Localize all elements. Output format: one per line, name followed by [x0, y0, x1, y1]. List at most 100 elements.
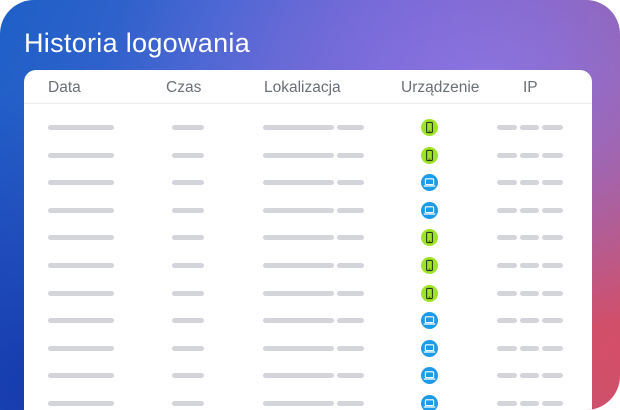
laptop-icon — [421, 339, 438, 357]
page-title: Historia logowania — [24, 28, 251, 58]
column-header-location[interactable]: Lokalizacja — [264, 79, 341, 96]
column-header-device[interactable]: Urządzenie — [401, 79, 480, 96]
mobile-icon — [421, 257, 438, 274]
location-placeholder — [263, 207, 334, 213]
ip-placeholder — [542, 207, 563, 213]
time-placeholder — [172, 152, 204, 158]
ip-placeholder — [542, 290, 563, 296]
time-placeholder — [172, 125, 204, 130]
location-placeholder — [263, 180, 334, 186]
time-placeholder — [172, 373, 204, 379]
location-placeholder — [263, 401, 334, 406]
date-placeholder — [48, 152, 114, 158]
location-placeholder — [337, 263, 364, 268]
ip-placeholder — [520, 180, 539, 186]
ip-placeholder — [497, 125, 517, 130]
ip-placeholder — [520, 318, 539, 324]
ip-placeholder — [497, 345, 517, 351]
ip-placeholder — [497, 152, 517, 158]
table-row[interactable] — [24, 279, 592, 306]
location-placeholder — [337, 290, 364, 296]
ip-placeholder — [542, 125, 563, 130]
location-placeholder — [263, 290, 334, 296]
ip-placeholder — [542, 152, 563, 158]
table-row[interactable] — [24, 306, 592, 333]
date-placeholder — [48, 207, 114, 213]
location-placeholder — [337, 235, 364, 241]
location-placeholder — [337, 318, 364, 324]
ip-placeholder — [497, 235, 517, 241]
date-placeholder — [48, 401, 114, 406]
table-row[interactable] — [24, 251, 592, 278]
location-placeholder — [337, 152, 364, 158]
mobile-icon — [421, 146, 438, 164]
table-row[interactable] — [24, 141, 592, 168]
ip-placeholder — [497, 290, 517, 296]
location-placeholder — [337, 345, 364, 351]
location-placeholder — [263, 318, 334, 324]
ip-placeholder — [520, 290, 539, 296]
date-placeholder — [48, 345, 114, 351]
time-placeholder — [172, 235, 204, 241]
ip-placeholder — [497, 263, 517, 268]
column-header-ip[interactable]: IP — [523, 79, 538, 96]
table-row[interactable] — [24, 389, 592, 410]
ip-placeholder — [520, 235, 539, 241]
laptop-icon — [421, 367, 438, 385]
ip-placeholder — [542, 345, 563, 351]
ip-placeholder — [497, 373, 517, 379]
ip-placeholder — [520, 345, 539, 351]
ip-placeholder — [520, 263, 539, 268]
location-placeholder — [337, 207, 364, 213]
location-placeholder — [337, 125, 364, 130]
ip-placeholder — [497, 318, 517, 324]
table-row[interactable] — [24, 113, 592, 140]
table-row[interactable] — [24, 223, 592, 250]
ip-placeholder — [497, 401, 517, 406]
ip-placeholder — [542, 263, 563, 268]
ip-placeholder — [542, 235, 563, 241]
location-placeholder — [337, 180, 364, 186]
column-header-time[interactable]: Czas — [166, 79, 202, 96]
time-placeholder — [172, 401, 204, 406]
mobile-icon — [421, 119, 438, 136]
ip-placeholder — [542, 180, 563, 186]
ip-placeholder — [542, 373, 563, 379]
ip-placeholder — [520, 125, 539, 130]
table-header: Data Czas Lokalizacja Urządzenie IP — [24, 70, 592, 104]
date-placeholder — [48, 235, 114, 241]
mobile-icon — [421, 229, 438, 247]
ip-placeholder — [497, 207, 517, 213]
date-placeholder — [48, 125, 114, 130]
date-placeholder — [48, 373, 114, 379]
date-placeholder — [48, 318, 114, 324]
location-placeholder — [337, 401, 364, 406]
ip-placeholder — [542, 401, 563, 406]
location-placeholder — [337, 373, 364, 379]
date-placeholder — [48, 180, 114, 186]
ip-placeholder — [520, 401, 539, 406]
laptop-icon — [421, 174, 438, 192]
date-placeholder — [48, 263, 114, 268]
table-row[interactable] — [24, 334, 592, 361]
column-header-date[interactable]: Data — [48, 79, 81, 96]
ip-placeholder — [497, 180, 517, 186]
table-row[interactable] — [24, 168, 592, 195]
location-placeholder — [263, 235, 334, 241]
time-placeholder — [172, 207, 204, 213]
table-row[interactable] — [24, 196, 592, 223]
login-history-table: Data Czas Lokalizacja Urządzenie IP — [24, 70, 592, 410]
time-placeholder — [172, 180, 204, 186]
location-placeholder — [263, 345, 334, 351]
table-row[interactable] — [24, 361, 592, 388]
time-placeholder — [172, 318, 204, 324]
laptop-icon — [421, 312, 438, 330]
location-placeholder — [263, 152, 334, 158]
ip-placeholder — [520, 373, 539, 379]
location-placeholder — [263, 125, 334, 130]
time-placeholder — [172, 263, 204, 268]
mobile-icon — [421, 284, 438, 302]
laptop-icon — [421, 395, 438, 410]
location-placeholder — [263, 373, 334, 379]
